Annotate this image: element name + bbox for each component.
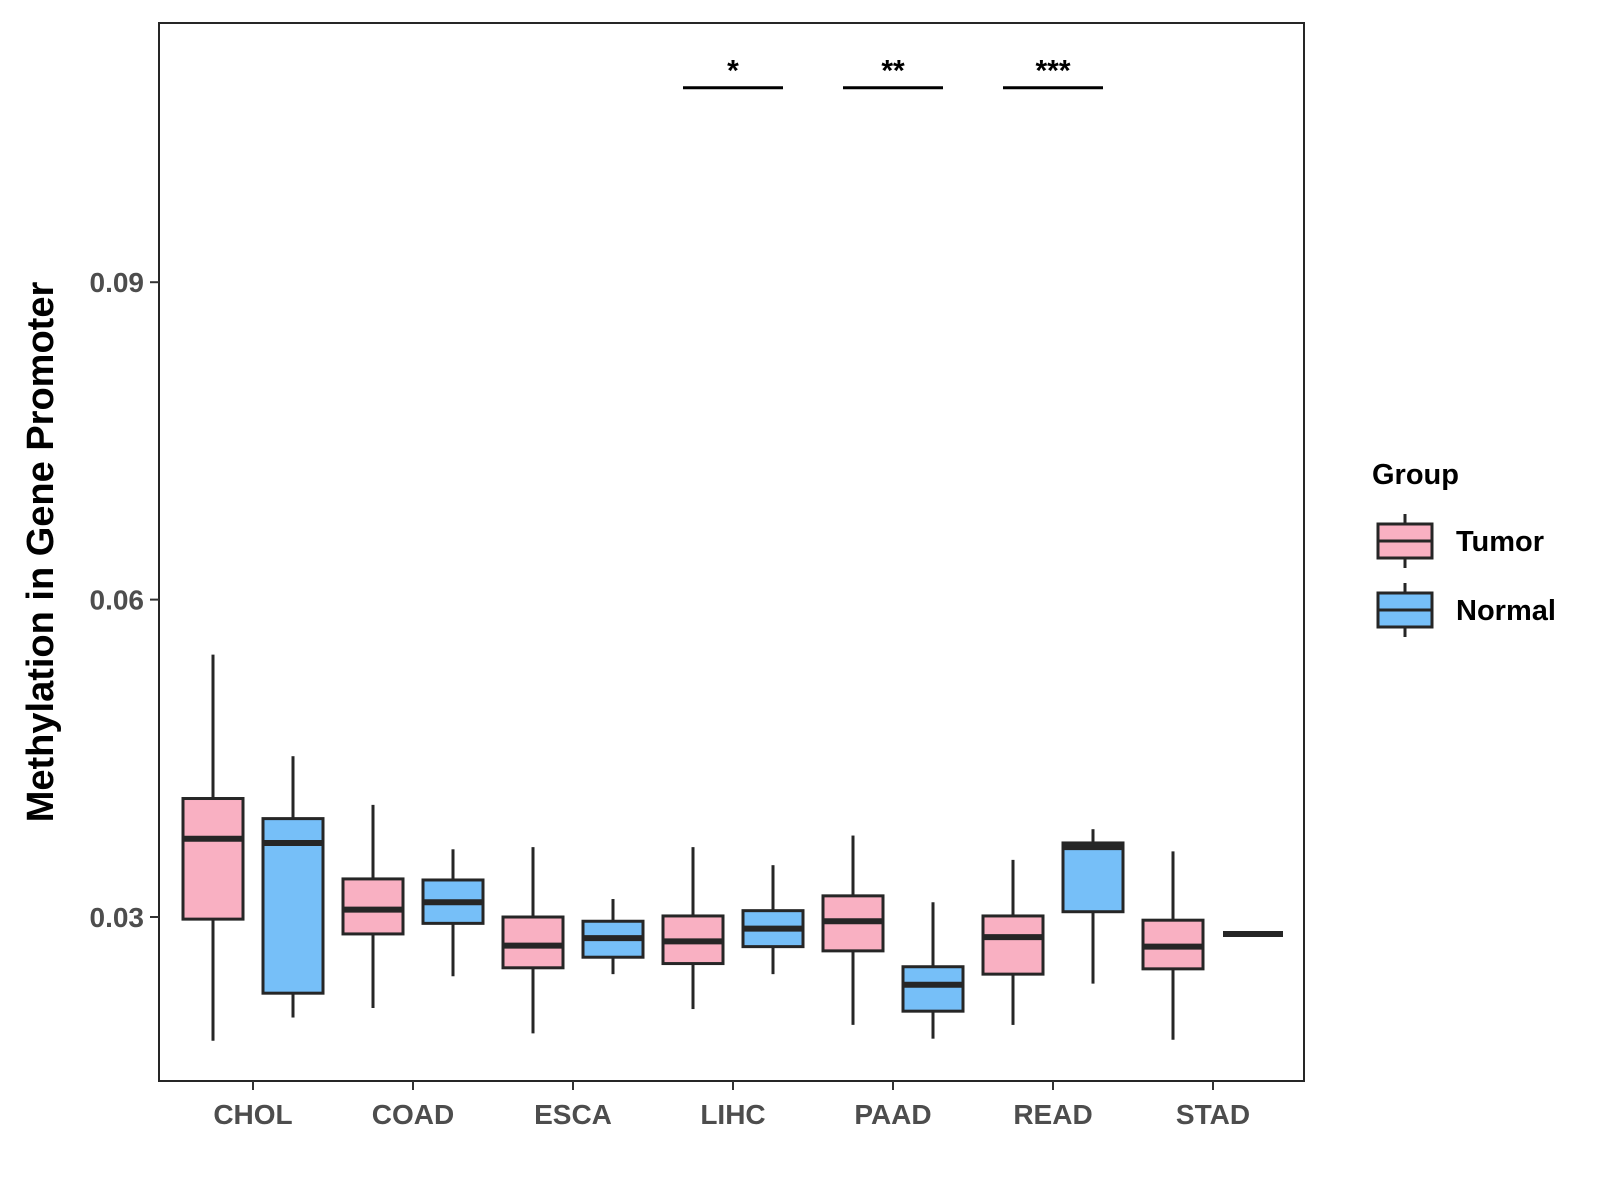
y-tick-label: 0.09 <box>90 267 145 298</box>
x-tick-label-stad: STAD <box>1176 1099 1250 1130</box>
legend-label: Tumor <box>1456 526 1544 558</box>
x-tick-label-chol: CHOL <box>213 1099 292 1130</box>
box-normal-lihc <box>741 865 805 975</box>
box-normal-read <box>1061 829 1125 984</box>
box-body <box>981 914 1045 976</box>
legend-entry-normal: Normal <box>1376 583 1556 637</box>
x-tick-label-paad: PAAD <box>854 1099 931 1130</box>
box-tumor-paad <box>821 835 885 1025</box>
box-normal-esca <box>581 899 645 975</box>
significance-label: *** <box>1035 55 1070 88</box>
box-tumor-chol <box>181 654 245 1041</box>
box-tumor-stad <box>1141 851 1205 1040</box>
box-normal-chol <box>261 756 325 1018</box>
legend-entry-tumor: Tumor <box>1376 514 1544 568</box>
box-tumor-coad <box>341 804 405 1008</box>
box-body <box>181 797 245 921</box>
box-tumor-lihc <box>661 847 725 1010</box>
plot-panel-border <box>158 22 1305 1082</box>
significance-label: * <box>727 55 739 88</box>
y-axis-title: Methylation in Gene Promoter <box>20 282 62 823</box>
y-tick-label: 0.03 <box>90 902 145 933</box>
significance-lihc: * <box>683 55 783 90</box>
x-tick-label-lihc: LIHC <box>700 1099 765 1130</box>
box-tumor-read <box>981 859 1045 1025</box>
x-tick-label-esca: ESCA <box>534 1099 612 1130</box>
box-tumor-esca <box>501 847 565 1034</box>
box-body <box>1061 841 1125 914</box>
x-tick-label-coad: COAD <box>372 1099 454 1130</box>
box-body <box>501 915 565 970</box>
significance-read: *** <box>1003 55 1103 90</box>
legend-label: Normal <box>1456 595 1556 627</box>
x-tick-label-read: READ <box>1013 1099 1092 1130</box>
y-tick-label: 0.06 <box>90 585 145 616</box>
box-body <box>341 877 405 936</box>
box-body <box>901 965 965 1013</box>
box-normal-coad <box>421 849 485 977</box>
box-normal-paad <box>901 902 965 1039</box>
significance-label: ** <box>881 55 905 88</box>
significance-paad: ** <box>843 55 943 90</box>
box-body <box>261 817 325 995</box>
legend-title: Group <box>1372 459 1459 491</box>
